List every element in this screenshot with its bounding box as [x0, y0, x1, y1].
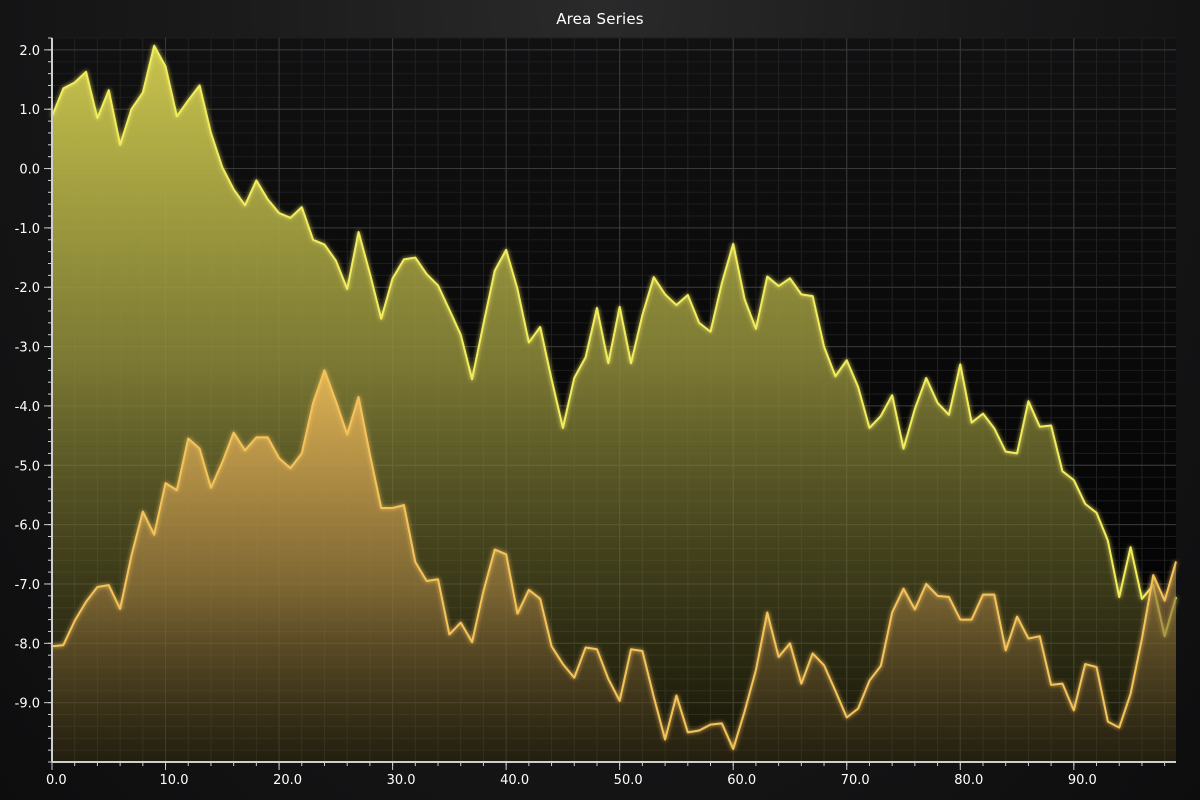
y-tick-label: -6.0	[15, 519, 40, 534]
y-tick-label: -7.0	[15, 578, 40, 593]
x-tick-label: 50.0	[614, 773, 643, 788]
chart-title: Area Series	[556, 10, 644, 28]
y-tick-label: -2.0	[15, 281, 40, 296]
x-tick-label: 0.0	[46, 773, 67, 788]
axes: 0.0 10.0 20.0 30.0 40.0 50.0 60.0 70.0 80.0 90.0 2…	[15, 37, 1176, 788]
x-tick-label: 70.0	[841, 773, 870, 788]
y-tick-label: -8.0	[15, 637, 40, 652]
y-tick-label: -9.0	[15, 697, 40, 712]
x-tick-label: 30.0	[387, 773, 416, 788]
y-tick-label: 0.0	[19, 163, 40, 178]
y-tick-label: 2.0	[19, 44, 40, 59]
x-tick-label: 80.0	[954, 773, 983, 788]
series-1-line	[51, 44, 1177, 638]
y-tick-label: -5.0	[15, 459, 40, 474]
series-2-line	[51, 369, 1177, 750]
x-tick-label: 90.0	[1068, 773, 1097, 788]
x-tick-label: 10.0	[160, 773, 189, 788]
series-layer	[51, 44, 1177, 762]
y-tick-label: -3.0	[15, 341, 40, 356]
series-2-area	[52, 370, 1176, 762]
y-tick-label: 1.0	[19, 103, 40, 118]
x-tick-label: 20.0	[273, 773, 302, 788]
x-tick-label: 40.0	[500, 773, 529, 788]
y-tick-label: -1.0	[15, 222, 40, 237]
y-tick-label: -4.0	[15, 400, 40, 415]
x-tick-label: 60.0	[727, 773, 756, 788]
